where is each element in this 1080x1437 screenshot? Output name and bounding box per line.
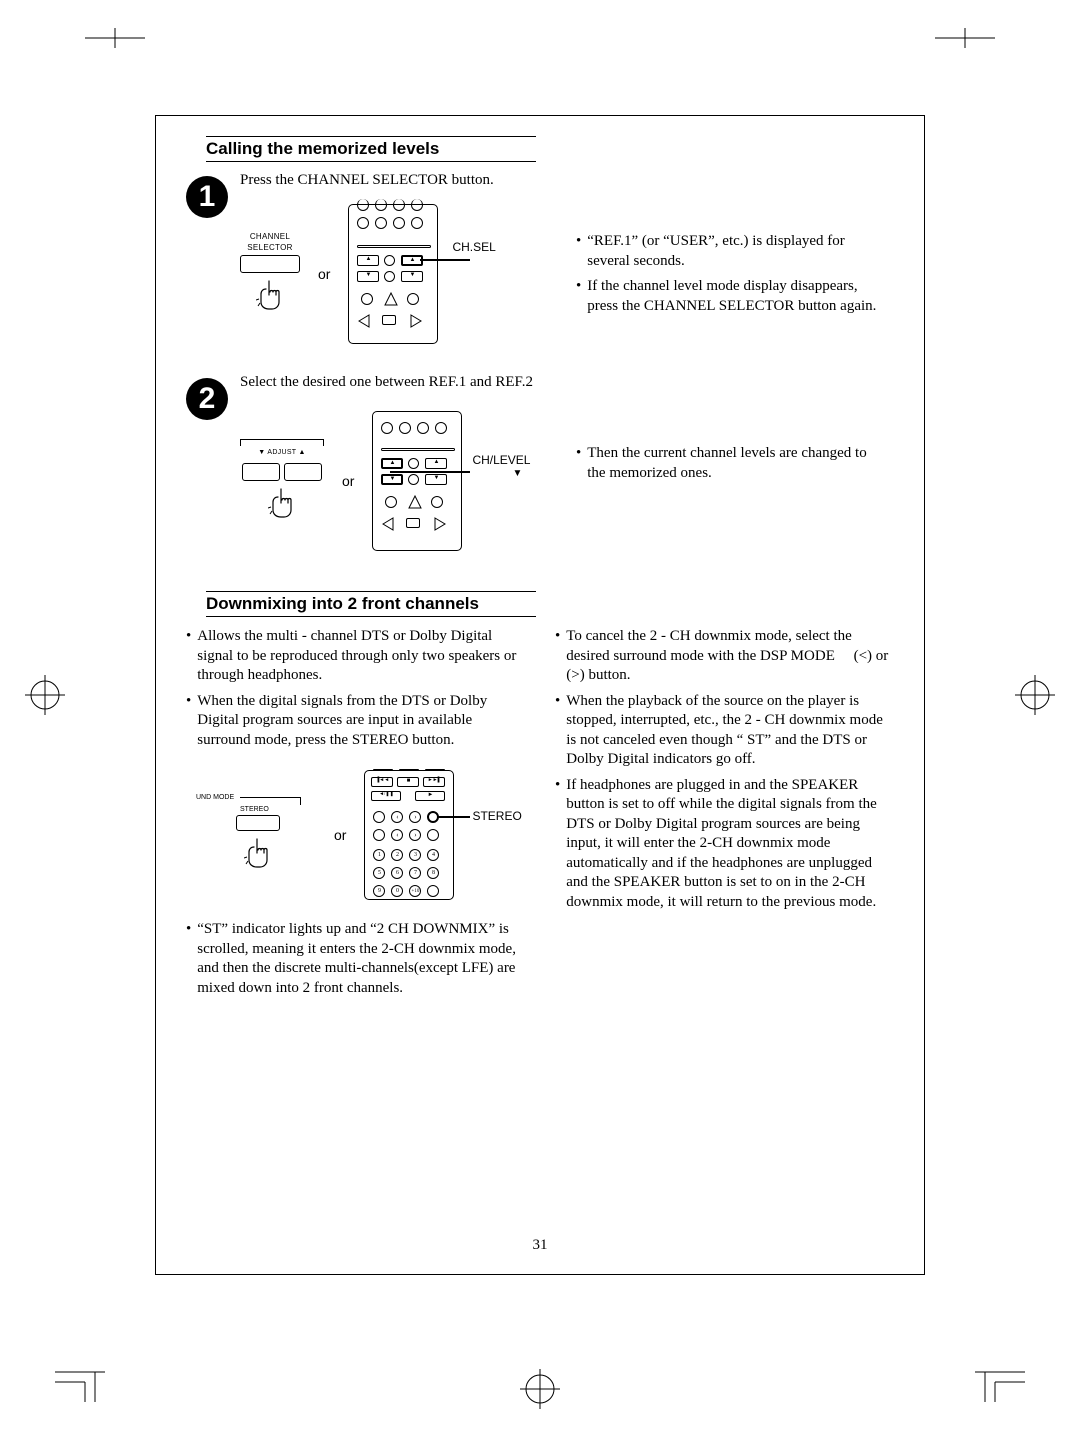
s2-right-1: To cancel the 2 - CH downmix mode, selec… [566, 627, 894, 686]
content-frame: Calling the memorized levels 1 Press the… [155, 115, 925, 1275]
adjust-button-diagram: ▼ ADJUST ▲ [240, 439, 324, 523]
s2-left-2: When the digital signals from the DTS or… [197, 692, 525, 751]
section1-heading: Calling the memorized levels [206, 136, 536, 162]
hand-icon [244, 837, 272, 874]
step2-note-1: Then the current channel levels are chan… [587, 444, 886, 483]
remote-diagram-3: ▐◄◄ ■ ►►▌ ◄/❚❚ ► ‹ › ‹ › [364, 770, 454, 900]
stereo-callout: STEREO [472, 809, 521, 825]
reg-mark-left [25, 675, 65, 715]
section2-right-col: •To cancel the 2 - CH downmix mode, sele… [555, 627, 894, 1004]
stereo-label: STEREO [240, 805, 269, 814]
step1-instruction: Press the CHANNEL SELECTOR button. [240, 172, 894, 189]
crop-mark-top-left [85, 28, 145, 48]
stereo-button-diagram: UND MODE STEREO [196, 795, 316, 875]
channel-label-2: SELECTOR [240, 244, 300, 253]
reg-mark-bottom [520, 1369, 560, 1409]
page: Calling the memorized levels 1 Press the… [0, 20, 1080, 1417]
step1-note-1: “REF.1” (or “USER”, etc.) is displayed f… [587, 232, 886, 271]
chlevel-callout: CH/LEVEL [472, 453, 530, 467]
step2: 2 Select the desired one between REF.1 a… [186, 374, 894, 551]
s2-right-3: If headphones are plugged in and the SPE… [566, 776, 894, 913]
step1-note-2: If the channel level mode display disapp… [587, 277, 886, 316]
remote-diagram-1: ▲ ▲ ▼ ▼ [348, 204, 438, 344]
crop-mark-bottom-right [975, 1352, 1025, 1402]
channel-selector-button-diagram: CHANNEL SELECTOR [240, 233, 300, 315]
step2-number: 2 [186, 378, 228, 420]
adjust-label: ▼ ADJUST ▲ [255, 449, 308, 457]
s2-right-2: When the playback of the source on the p… [566, 692, 894, 770]
s2-left-bottom: “ST” indicator lights up and “2 CH DOWNM… [197, 920, 525, 998]
reg-mark-right [1015, 675, 1055, 715]
step1: 1 Press the CHANNEL SELECTOR button. CHA… [186, 172, 894, 344]
or-label-1: or [318, 266, 330, 282]
crop-mark-bottom-left [55, 1352, 105, 1402]
or-label-2: or [342, 473, 354, 489]
page-number: 31 [156, 1237, 924, 1254]
section2-heading: Downmixing into 2 front channels [206, 591, 536, 617]
chsel-callout: CH.SEL [452, 240, 495, 254]
step1-number: 1 [186, 176, 228, 218]
step2-notes: •Then the current channel levels are cha… [576, 444, 886, 489]
hand-icon [268, 487, 296, 523]
section2-columns: •Allows the multi - channel DTS or Dolby… [186, 627, 894, 1004]
sndmode-label: UND MODE [196, 793, 236, 802]
hand-icon [256, 279, 284, 315]
channel-label-1: CHANNEL [240, 233, 300, 242]
down-triangle-icon: ▼ [512, 468, 522, 479]
or-label-3: or [334, 826, 346, 844]
step1-notes: •“REF.1” (or “USER”, etc.) is displayed … [576, 232, 886, 322]
section2-left-col: •Allows the multi - channel DTS or Dolby… [186, 627, 525, 1004]
remote-diagram-2: ▲ ▲ ▼ ▼ [372, 411, 462, 551]
crop-mark-top-right [935, 28, 995, 48]
s2-left-1: Allows the multi - channel DTS or Dolby … [197, 627, 525, 686]
step2-instruction: Select the desired one between REF.1 and… [240, 374, 894, 391]
